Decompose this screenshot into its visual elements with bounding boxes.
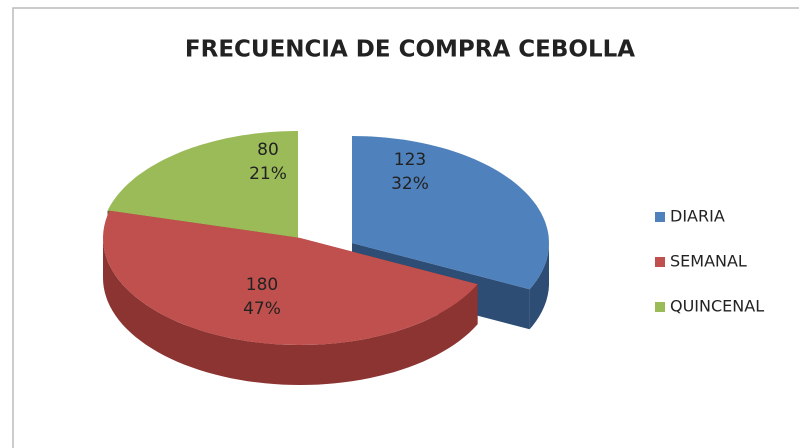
slice-top bbox=[103, 210, 478, 345]
percent-label: 47% bbox=[243, 299, 281, 319]
slice-top bbox=[107, 131, 298, 238]
legend-label: QUINCENAL bbox=[670, 297, 764, 316]
slice-top bbox=[352, 136, 549, 290]
legend-swatch bbox=[655, 302, 665, 312]
chart-title: FRECUENCIA DE COMPRA CEBOLLA bbox=[185, 37, 635, 63]
percent-label: 21% bbox=[249, 164, 287, 184]
legend-swatch bbox=[655, 212, 665, 222]
data-label: 180 bbox=[246, 275, 278, 295]
pie-slice bbox=[103, 210, 478, 385]
slice-side bbox=[103, 238, 478, 385]
data-label: 123 bbox=[394, 150, 426, 170]
legend-swatch bbox=[655, 257, 665, 267]
legend-label: DIARIA bbox=[670, 207, 725, 226]
percent-label: 32% bbox=[391, 174, 429, 194]
legend-label: SEMANAL bbox=[670, 252, 747, 271]
data-label: 80 bbox=[257, 140, 279, 160]
slice-side bbox=[529, 243, 549, 330]
